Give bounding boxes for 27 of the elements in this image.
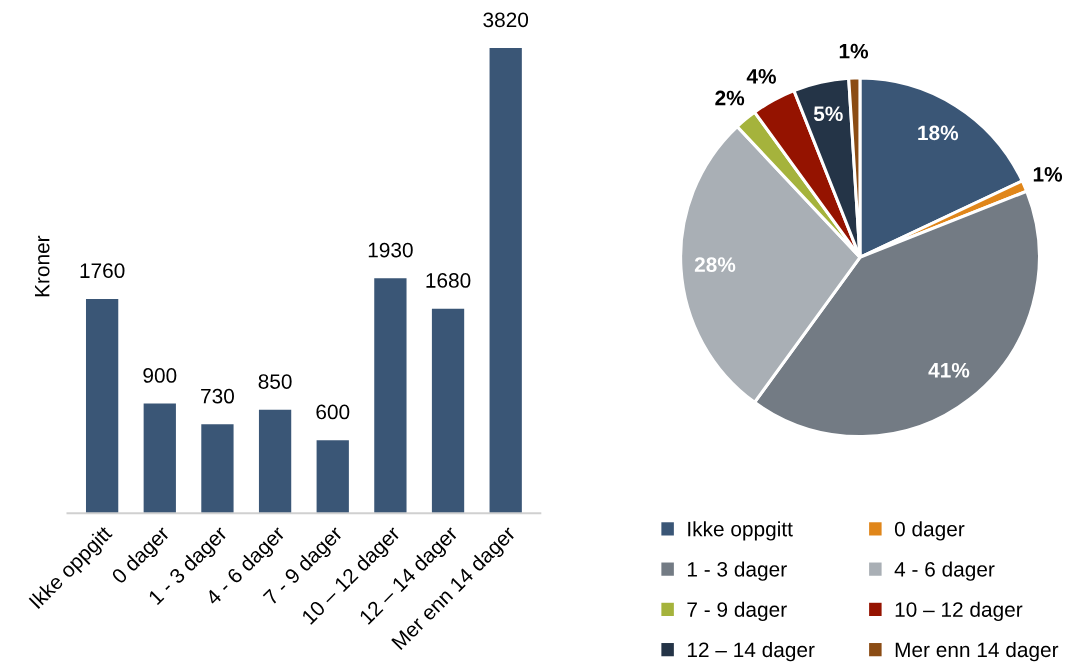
data-label: 600 <box>316 404 350 420</box>
data-label: 1680 <box>426 273 471 288</box>
data-label: 28% <box>694 257 736 272</box>
bar <box>201 424 234 514</box>
data-label: 1% <box>839 43 869 59</box>
data-label: 18% <box>918 125 959 141</box>
bar <box>316 440 349 514</box>
data-label: 4% <box>746 69 776 84</box>
bar <box>374 278 407 514</box>
data-label: 1% <box>1033 166 1063 182</box>
y-axis-title: Kroner <box>34 235 50 297</box>
data-label: 41% <box>928 362 970 378</box>
data-label: 1760 <box>80 263 125 279</box>
data-label: 900 <box>143 368 177 383</box>
data-label: 1930 <box>368 242 413 258</box>
legend-label: Mer enn 14 dager <box>895 641 1059 662</box>
bar <box>431 308 465 514</box>
data-label: 2% <box>715 90 745 106</box>
bar <box>143 403 176 514</box>
data-label: 3820 <box>483 12 529 28</box>
data-label: 5% <box>813 106 843 122</box>
data-label: 850 <box>258 374 292 389</box>
bar <box>85 298 119 514</box>
bar <box>258 409 292 514</box>
bar <box>489 48 522 514</box>
legend-label: 12 – 14 dager <box>687 641 815 662</box>
data-label: 730 <box>201 388 234 404</box>
